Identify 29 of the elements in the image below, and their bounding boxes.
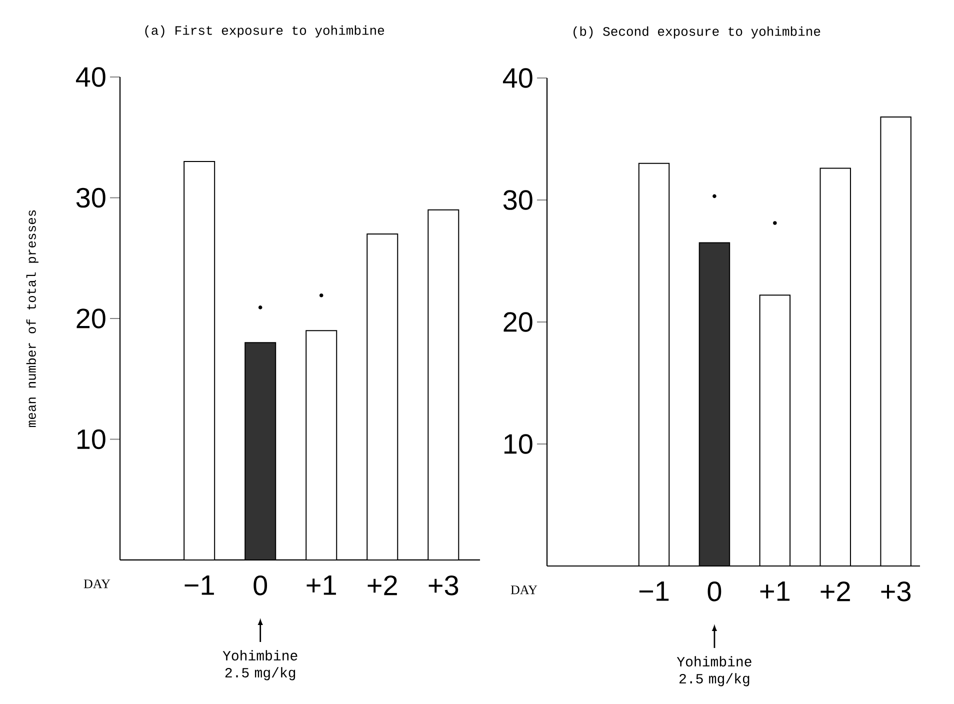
- annotation: Yohimbine 2.5 mg/kg: [676, 656, 752, 686]
- x-axis-title: DAY: [510, 586, 538, 594]
- annotation: •: [258, 306, 262, 310]
- y-tick-label: 20: [76, 308, 106, 328]
- y-tick-label: 40: [502, 68, 532, 88]
- x-axis-title: DAY: [84, 580, 110, 588]
- x-tick-label: +1: [306, 576, 336, 595]
- y-tick-label: 40: [76, 67, 106, 87]
- annotation: •: [319, 293, 324, 298]
- y-tick-label: 30: [76, 188, 106, 208]
- annotation: Yohimbine 2.5 mg/kg: [222, 650, 298, 680]
- chart-title: (a) First exposure to yohimbine: [145, 25, 384, 38]
- chart-title: (b) Second exposure to yohimbine: [574, 26, 820, 38]
- x-tick-label: +3: [881, 582, 911, 602]
- x-tick-label: −1: [639, 582, 669, 601]
- x-tick-label: −1: [184, 576, 214, 595]
- x-tick-label: 0: [254, 576, 268, 596]
- y-tick-label: 10: [77, 429, 106, 450]
- y-axis-title: mean number of total presses: [26, 210, 38, 428]
- x-tick-label: +1: [760, 582, 790, 601]
- annotation: •: [773, 221, 777, 225]
- y-tick-label: 30: [503, 190, 532, 210]
- annotation: •: [712, 194, 716, 198]
- y-tick-label: 20: [504, 312, 532, 332]
- x-tick-label: +2: [820, 582, 850, 602]
- x-tick-label: 0: [708, 582, 722, 602]
- y-tick-label: 10: [504, 434, 532, 454]
- x-tick-label: +3: [428, 576, 458, 596]
- x-tick-label: +2: [368, 576, 397, 596]
